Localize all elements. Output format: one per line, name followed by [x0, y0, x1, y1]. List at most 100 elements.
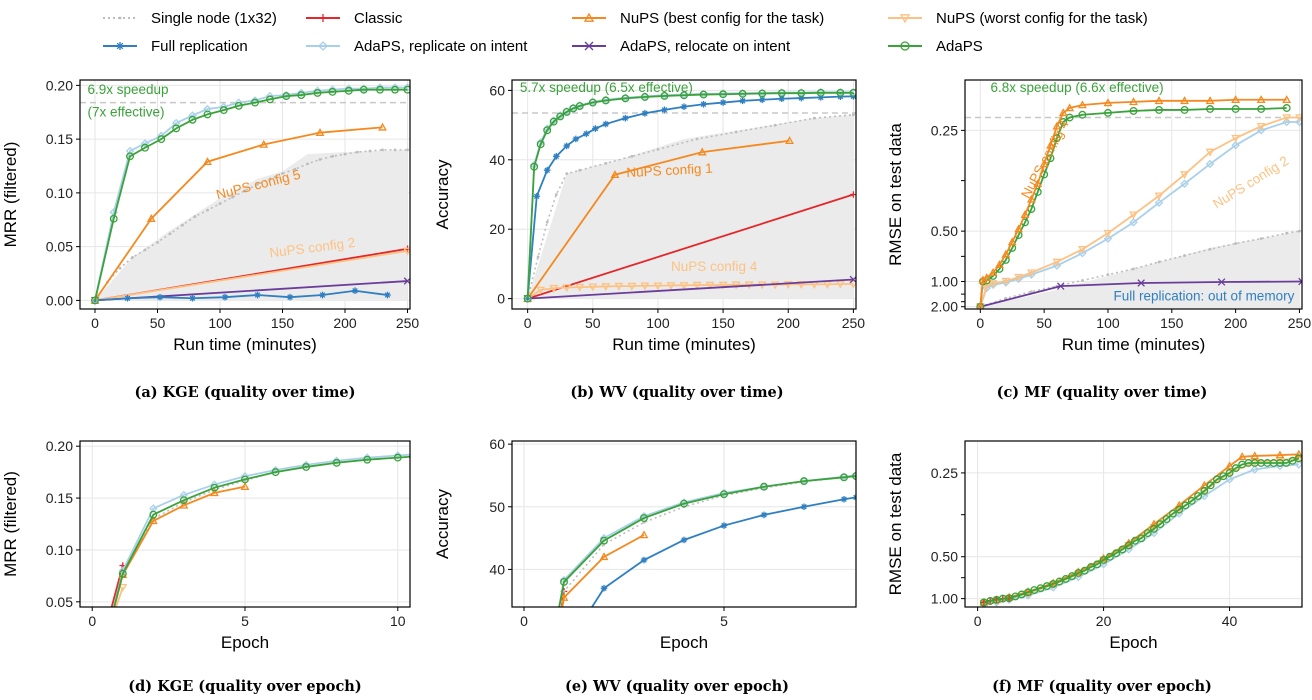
data-point: [1180, 96, 1189, 105]
data-point: [1055, 577, 1064, 586]
chart-b: 5.7x speedup (6.5x effective) NuPS config…: [433, 79, 865, 354]
data-point: [565, 172, 569, 176]
data-point: [1129, 218, 1138, 227]
legend-entry-adaps: AdaPS: [888, 38, 983, 55]
data-point: [1231, 134, 1241, 143]
data-point: [666, 282, 676, 291]
y-tick-label: 0.20: [46, 77, 73, 93]
legend-marker: [116, 42, 124, 50]
data-point: [271, 468, 280, 477]
data-point: [695, 137, 699, 141]
data-point: [203, 104, 212, 114]
data-point: [256, 182, 259, 186]
series-nups_best: [979, 449, 1302, 606]
plot-area: [965, 95, 1302, 309]
data-point: [660, 92, 669, 100]
x-tick-label: 100: [208, 315, 232, 331]
data-point: [640, 556, 648, 564]
data-point: [562, 107, 571, 116]
chart-f: 0 20 40 1.00 0.50 0.25 Epoch RMSE on test data: [886, 440, 1303, 652]
data-point: [1250, 451, 1260, 460]
series-line: [980, 230, 1300, 308]
data-point: [705, 281, 715, 290]
data-point: [234, 101, 243, 110]
data-point: [1294, 449, 1302, 458]
data-point: [1124, 541, 1133, 550]
data-point: [543, 126, 552, 135]
legend-label: Full replication: [151, 38, 248, 55]
plot-area: [979, 449, 1302, 607]
y-tick-label: 0.15: [46, 131, 73, 147]
series-line: [561, 534, 645, 607]
data-point: [104, 630, 111, 637]
data-point: [600, 536, 608, 545]
data-point: [719, 99, 727, 106]
data-point: [549, 284, 559, 293]
data-point: [1282, 114, 1292, 123]
data-point: [560, 577, 568, 586]
data-point: [1078, 248, 1087, 258]
legend-label: NuPS (best config for the task): [620, 10, 824, 27]
x-tick-label: 150: [1160, 315, 1184, 331]
data-point: [206, 208, 209, 212]
chart-d: 0 5 10 0.05 0.10 0.15 0.20 Epoch MRR (filtered): [1, 438, 411, 652]
x-axis-label: Epoch: [1109, 633, 1157, 652]
data-point: [1285, 231, 1289, 235]
data-point: [601, 283, 611, 292]
data-point: [218, 202, 222, 206]
data-point: [1231, 95, 1241, 104]
data-point: [91, 296, 99, 305]
data-point: [1282, 95, 1292, 104]
data-point: [622, 114, 629, 122]
data-point: [1029, 290, 1033, 293]
data-point: [1183, 254, 1186, 257]
data-point: [356, 150, 359, 154]
data-point: [104, 630, 111, 637]
legend-marker: [583, 12, 595, 22]
data-point: [306, 162, 309, 166]
data-point: [840, 495, 848, 503]
x-tick-label: 5: [241, 613, 249, 629]
data-point: [852, 472, 856, 481]
x-tick-label: 100: [646, 315, 670, 331]
legend-marker: [118, 16, 122, 20]
series-adaps: [104, 453, 410, 637]
data-point: [1104, 108, 1112, 117]
data-point: [1103, 234, 1113, 243]
series-line: [983, 457, 1299, 604]
y-axis-label: RMSE on test data: [886, 123, 905, 266]
data-point: [240, 482, 250, 490]
data-point: [118, 569, 127, 578]
x-tick-label: 200: [777, 315, 801, 331]
data-point: [679, 282, 689, 291]
data-point: [1129, 97, 1138, 106]
series-line: [94, 126, 383, 301]
legend-entry-fullrep: Full replication: [103, 38, 248, 55]
data-point: [1256, 126, 1266, 135]
series-nups_best: [559, 530, 649, 607]
data-point: [1080, 566, 1089, 575]
data-point: [1026, 269, 1036, 278]
data-point: [188, 111, 197, 120]
plot-frame: [79, 79, 411, 310]
data-point: [391, 85, 399, 94]
data-point: [563, 142, 571, 150]
data-point: [104, 630, 111, 636]
data-point: [1205, 148, 1215, 157]
y-tick-label: 0.50: [931, 549, 958, 565]
data-point: [1205, 159, 1215, 169]
series-line: [526, 95, 854, 299]
data-point: [573, 629, 580, 636]
data-point: [545, 220, 549, 224]
data-point: [1103, 98, 1113, 107]
x-tick-label: 0: [91, 315, 99, 331]
data-point: [738, 89, 747, 98]
data-point: [699, 90, 708, 99]
data-point: [343, 152, 347, 156]
data-point: [146, 214, 156, 222]
data-point: [557, 631, 560, 634]
x-tick-label: 150: [271, 315, 295, 331]
data-point: [849, 88, 856, 97]
series-line: [979, 121, 1300, 308]
data-point: [1001, 277, 1011, 286]
